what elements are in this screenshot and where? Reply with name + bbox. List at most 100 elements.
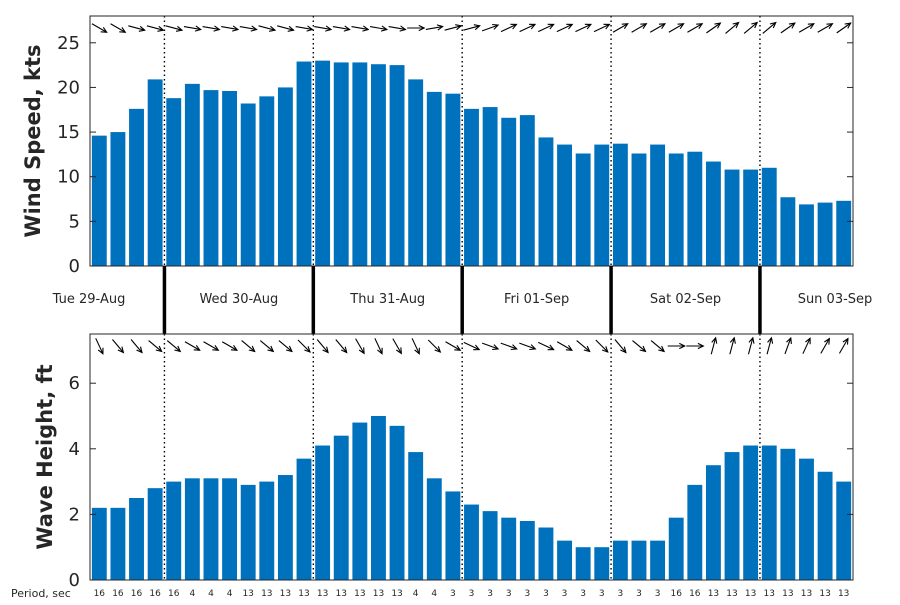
direction-arrow [166, 340, 182, 353]
arrow-head [306, 25, 314, 32]
direction-arrow [500, 23, 518, 33]
direction-arrow [575, 23, 593, 33]
bar [705, 465, 721, 580]
direction-arrow [221, 25, 240, 32]
arrow-shaft [444, 25, 462, 31]
bar [147, 488, 163, 580]
arrow-shaft [221, 25, 239, 31]
arrow-shaft [556, 23, 573, 33]
y-tick-label: 5 [69, 211, 80, 232]
bar [389, 425, 405, 580]
bar [333, 62, 349, 266]
bar [538, 527, 554, 580]
bar [780, 448, 796, 580]
arrow-head [119, 26, 127, 33]
bar [612, 540, 628, 580]
arrow-head [510, 344, 518, 351]
period-tick-label: 3 [636, 589, 642, 599]
period-tick-label: 13 [336, 589, 347, 599]
arrow-head [380, 25, 389, 32]
arrow-head [414, 347, 420, 355]
arrow-head [658, 23, 667, 30]
bar [445, 491, 461, 580]
period-tick-label: 3 [543, 589, 549, 599]
direction-arrow [556, 341, 574, 351]
arrow-head [117, 346, 125, 354]
arrow-head [97, 347, 104, 355]
period-tick-label: 3 [599, 589, 605, 599]
bar [631, 540, 647, 580]
period-tick-label: 13 [782, 589, 793, 599]
arrow-shaft [427, 339, 441, 353]
bar [687, 484, 703, 580]
direction-arrow [766, 336, 774, 355]
arrow-shaft [277, 25, 294, 31]
bar [259, 96, 275, 266]
bar [147, 79, 163, 267]
arrow-head [658, 345, 666, 353]
arrow-shaft [239, 25, 257, 31]
arrow-shaft [425, 25, 443, 31]
direction-arrow [556, 23, 574, 33]
direction-arrow [148, 340, 163, 353]
arrow-shaft [110, 23, 126, 33]
arrow-head [492, 344, 500, 351]
y-tick-label: 6 [69, 373, 80, 394]
period-tick-label: 3 [506, 589, 512, 599]
direction-arrow [667, 342, 686, 350]
arrow-head [396, 347, 402, 355]
bar [166, 481, 182, 580]
arrow-head [136, 346, 143, 354]
direction-arrow [202, 25, 221, 32]
arrow-head [194, 25, 202, 32]
bar [817, 471, 833, 580]
direction-arrow [747, 336, 755, 355]
arrow-shaft [481, 24, 499, 32]
arrow-head [473, 344, 481, 351]
arrow-shaft [463, 341, 480, 351]
arrow-shaft [297, 339, 311, 353]
direction-arrow [332, 25, 351, 32]
arrow-shaft [538, 23, 554, 33]
arrow-shaft [838, 338, 849, 354]
period-tick-label: 4 [208, 589, 214, 599]
arrow-head [434, 346, 442, 353]
direction-arrow [836, 22, 852, 34]
arrow-shaft [500, 23, 517, 33]
bar [464, 108, 479, 266]
period-tick-label: 3 [618, 589, 624, 599]
direction-arrow [817, 23, 834, 33]
arrow-head [621, 23, 629, 30]
arrow-head [547, 344, 555, 351]
arrow-head [679, 342, 686, 350]
arrow-head [100, 26, 108, 33]
direction-arrow [798, 23, 815, 33]
direction-arrow [91, 23, 108, 33]
arrow-head [436, 24, 444, 31]
arrow-head [304, 346, 311, 353]
arrow-head [620, 346, 627, 354]
bar [110, 132, 126, 266]
bar [594, 144, 610, 266]
direction-arrow [632, 340, 647, 353]
arrow-shaft [817, 23, 833, 33]
arrow-shaft [463, 25, 480, 31]
arrow-shaft [183, 25, 201, 31]
direction-arrow [369, 25, 389, 32]
direction-arrow [203, 341, 220, 351]
arrow-shaft [820, 338, 830, 354]
direction-arrow [614, 339, 627, 354]
bar [184, 478, 200, 580]
arrow-shaft [725, 22, 739, 34]
arrow-shaft [411, 338, 420, 354]
bar [371, 416, 386, 580]
bar [408, 452, 424, 580]
arrow-head [250, 25, 258, 32]
direction-arrow [595, 339, 609, 353]
arrow-head [285, 345, 293, 353]
arrow-head [418, 24, 426, 32]
arrow-shaft [687, 23, 703, 33]
day-label: Tue 29-Aug [52, 292, 126, 307]
direction-arrow [820, 337, 830, 354]
arrow-head [362, 25, 370, 32]
